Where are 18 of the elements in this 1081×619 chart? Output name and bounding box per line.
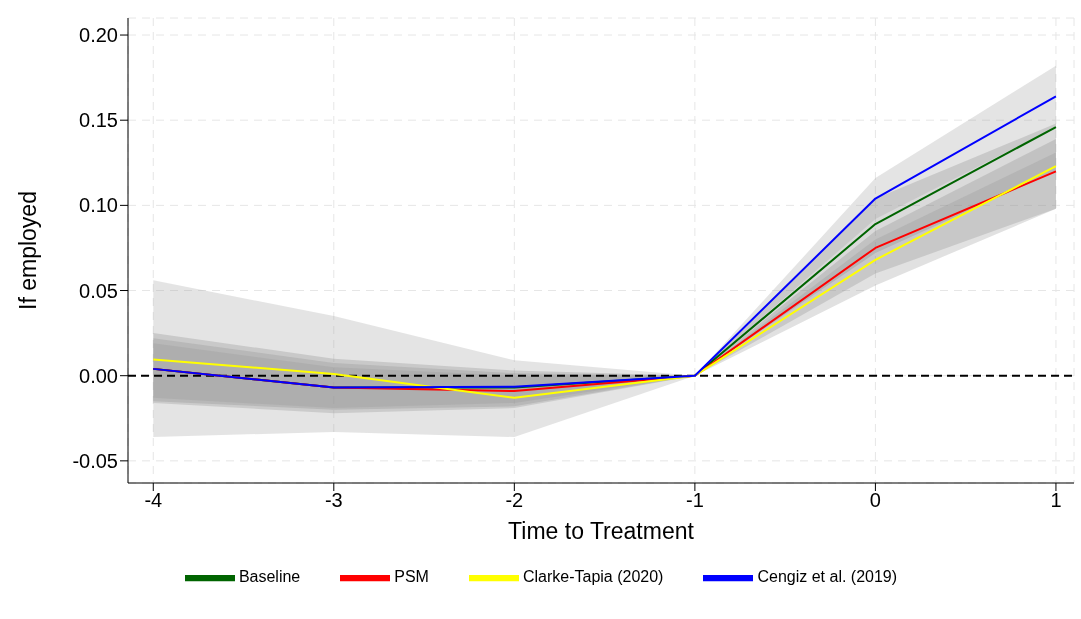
legend-label: PSM xyxy=(394,568,429,586)
y-tick-label: 0.05 xyxy=(79,279,118,302)
x-axis-title: Time to Treatment xyxy=(508,518,695,544)
x-tick-label: -2 xyxy=(505,489,524,512)
y-tick-label: 0.00 xyxy=(79,364,118,387)
x-tick-label: -1 xyxy=(685,489,704,512)
x-tick-label: -4 xyxy=(144,489,163,512)
y-tick-label: 0.15 xyxy=(79,109,118,132)
y-tick-label: 0.10 xyxy=(79,194,118,217)
y-tick-label: 0.20 xyxy=(79,24,118,47)
legend-label: Clarke-Tapia (2020) xyxy=(522,568,664,586)
y-axis-title: If employed xyxy=(15,191,42,310)
x-tick-label: -3 xyxy=(324,489,343,512)
legend-label: Baseline xyxy=(238,568,301,586)
x-tick-label: 1 xyxy=(1050,489,1062,512)
y-tick-label: -0.05 xyxy=(72,449,118,472)
x-tick-label: 0 xyxy=(869,489,881,512)
legend-label: Cengiz et al. (2019) xyxy=(757,568,898,586)
